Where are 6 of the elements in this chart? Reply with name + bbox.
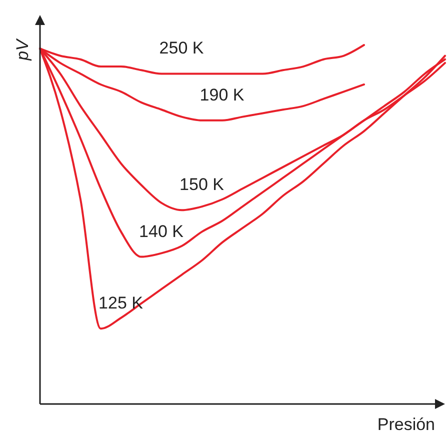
y-axis-title: pV (13, 38, 32, 62)
series-label: 140 K (139, 222, 184, 241)
series-label: 250 K (159, 38, 204, 58)
series-label: 190 K (200, 85, 245, 104)
x-axis-title: Presión (377, 415, 435, 434)
series-label: 150 K (180, 175, 225, 194)
